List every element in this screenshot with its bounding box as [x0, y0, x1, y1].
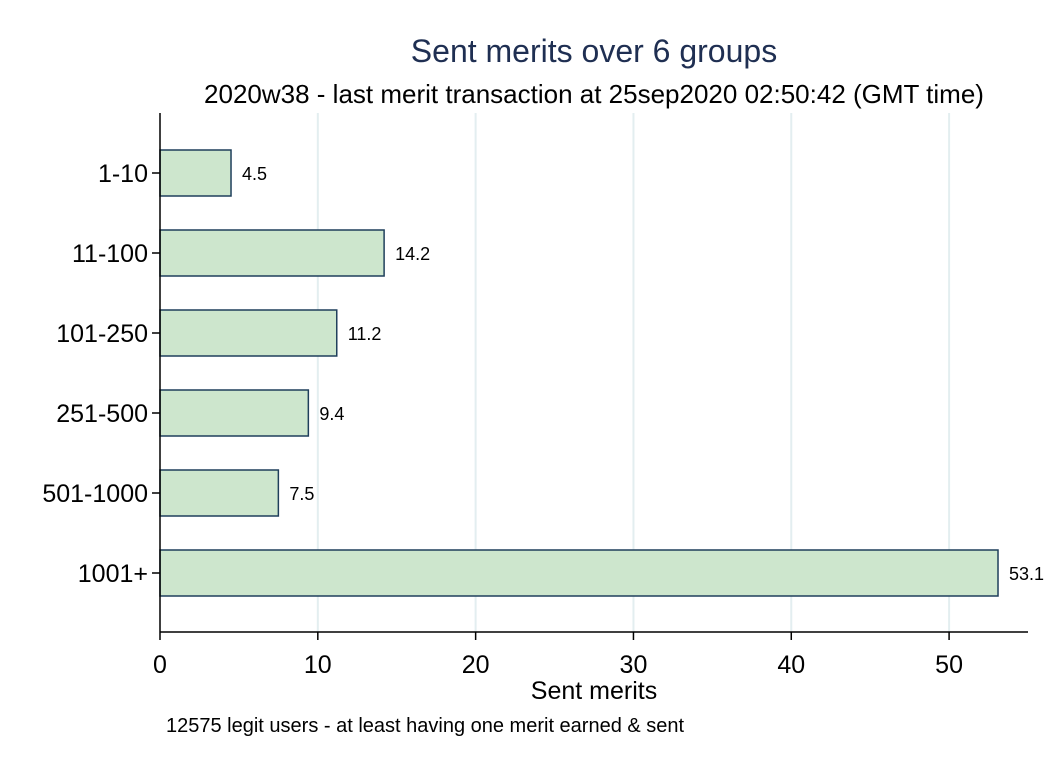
category-label: 1001+ — [78, 560, 148, 588]
bar-5 — [159, 469, 280, 517]
bar-3 — [159, 309, 338, 357]
bars: 4.5 14.2 11.2 9.4 7.5 53.1 — [159, 149, 1044, 597]
x-axis-label: Sent merits — [531, 677, 657, 705]
bar-4 — [159, 389, 310, 437]
x-tick-label: 20 — [462, 651, 490, 679]
chart-subtitle: 2020w38 - last merit transaction at 25se… — [204, 79, 984, 109]
x-tick-label: 10 — [304, 651, 332, 679]
x-tick-label: 50 — [935, 651, 963, 679]
category-label: 501-1000 — [42, 480, 148, 508]
value-label: 4.5 — [242, 164, 267, 184]
axes: 0 10 20 30 40 50 1-10 11-100 101-250 251-500 501-1… — [42, 113, 1028, 679]
chart-note: 12575 legit users - at least having one … — [166, 715, 685, 737]
value-label: 53.1 — [1009, 564, 1044, 584]
chart-title: Sent merits over 6 groups — [411, 33, 777, 69]
category-label: 1-10 — [98, 160, 148, 188]
value-label: 14.2 — [395, 244, 430, 264]
category-label: 101-250 — [56, 320, 148, 348]
value-label: 7.5 — [289, 484, 314, 504]
bar-2 — [159, 229, 385, 277]
category-label: 251-500 — [56, 400, 148, 428]
bar-1 — [159, 149, 232, 197]
x-tick-label: 0 — [153, 651, 167, 679]
bar-6 — [159, 549, 999, 597]
x-tick-label: 30 — [620, 651, 648, 679]
value-label: 9.4 — [319, 404, 344, 424]
gridlines — [316, 113, 951, 632]
category-label: 11-100 — [72, 240, 148, 268]
value-label: 11.2 — [348, 324, 382, 344]
x-tick-label: 40 — [777, 651, 805, 679]
